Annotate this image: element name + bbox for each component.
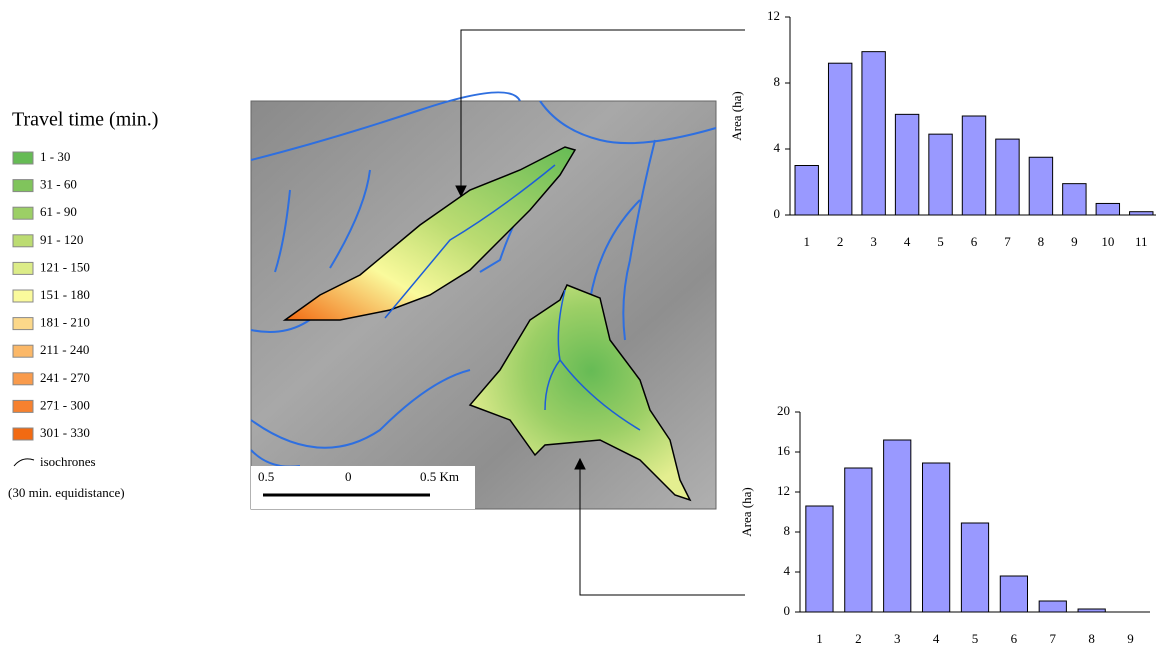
legend-swatch: [13, 262, 33, 274]
x-tick-label: 7: [1050, 631, 1057, 646]
scale-label: 0.5: [258, 469, 274, 484]
x-tick-label: 3: [870, 234, 877, 249]
x-tick-label: 9: [1127, 631, 1134, 646]
legend-label: 301 - 330: [40, 425, 90, 440]
legend-swatch: [13, 400, 33, 412]
isochrone-symbol: [14, 459, 34, 466]
bar: [1078, 609, 1105, 612]
bar: [806, 506, 833, 612]
x-tick-label: 5: [972, 631, 979, 646]
y-tick-label: 8: [784, 523, 791, 538]
legend-label: 91 - 120: [40, 232, 83, 247]
y-tick-label: 12: [767, 8, 780, 23]
x-tick-label: 10: [1101, 234, 1114, 249]
x-tick-label: 2: [837, 234, 844, 249]
x-tick-label: 6: [1011, 631, 1018, 646]
legend-swatch: [13, 373, 33, 385]
figure: 0.5 0 0.5 Km Travel time (min.) isochron…: [0, 0, 1156, 646]
y-tick-label: 4: [774, 140, 781, 155]
x-tick-label: 7: [1004, 234, 1011, 249]
bar: [1039, 601, 1066, 612]
bar: [929, 134, 952, 215]
x-tick-label: 2: [855, 631, 862, 646]
x-tick-label: 8: [1038, 234, 1045, 249]
bar: [795, 166, 818, 216]
x-tick-label: 3: [894, 631, 901, 646]
bar: [1029, 157, 1052, 215]
legend-label: 121 - 150: [40, 259, 90, 274]
bar: [923, 463, 950, 612]
x-tick-label: 6: [971, 234, 978, 249]
legend-swatch: [13, 318, 33, 330]
legend-swatch: [13, 290, 33, 302]
y-axis-label: Area (ha): [729, 91, 744, 140]
x-tick-label: 8: [1088, 631, 1095, 646]
legend-label: 181 - 210: [40, 315, 90, 330]
legend-label: 1 - 30: [40, 149, 70, 164]
x-tick-label: 4: [904, 234, 911, 249]
legend-label: 31 - 60: [40, 177, 77, 192]
x-tick-label: 11: [1135, 234, 1148, 249]
bar: [961, 523, 988, 612]
scale-label: 0: [345, 469, 352, 484]
bar: [962, 116, 985, 215]
x-tick-label: 4: [933, 631, 940, 646]
x-tick-label: 9: [1071, 234, 1078, 249]
legend-swatch: [13, 235, 33, 247]
legend-swatch: [13, 152, 33, 164]
bar: [1000, 576, 1027, 612]
bar: [1063, 184, 1086, 215]
bar: [895, 114, 918, 215]
legend-label: 151 - 180: [40, 287, 90, 302]
legend-swatch: [13, 207, 33, 219]
bar: [1130, 212, 1153, 215]
legend-isochrones: isochrones: [40, 454, 96, 469]
y-tick-label: 20: [777, 403, 790, 418]
x-tick-label: 5: [937, 234, 944, 249]
legend-swatch: [13, 180, 33, 192]
bar: [862, 52, 885, 215]
bar: [845, 468, 872, 612]
y-axis-label: Area (ha): [739, 487, 754, 536]
legend-label: 61 - 90: [40, 204, 77, 219]
y-tick-label: 0: [774, 206, 781, 221]
legend-note: (30 min. equidistance): [8, 485, 125, 500]
bar: [1096, 203, 1119, 215]
y-tick-label: 4: [784, 563, 791, 578]
legend-swatch: [13, 428, 33, 440]
y-tick-label: 8: [774, 74, 781, 89]
x-tick-label: 1: [803, 234, 810, 249]
map: 0.5 0 0.5 Km: [251, 92, 716, 509]
y-tick-label: 12: [777, 483, 790, 498]
bar: [996, 139, 1019, 215]
legend-label: 211 - 240: [40, 342, 89, 357]
legend-swatch: [13, 345, 33, 357]
bar: [884, 440, 911, 612]
x-tick-label: 1: [816, 631, 823, 646]
bar: [828, 63, 851, 215]
legend-title: Travel time (min.): [12, 109, 158, 131]
scale-label: 0.5 Km: [420, 469, 459, 484]
legend-label: 241 - 270: [40, 370, 90, 385]
y-tick-label: 0: [784, 603, 791, 618]
y-tick-label: 16: [777, 443, 791, 458]
legend-label: 271 - 300: [40, 397, 90, 412]
